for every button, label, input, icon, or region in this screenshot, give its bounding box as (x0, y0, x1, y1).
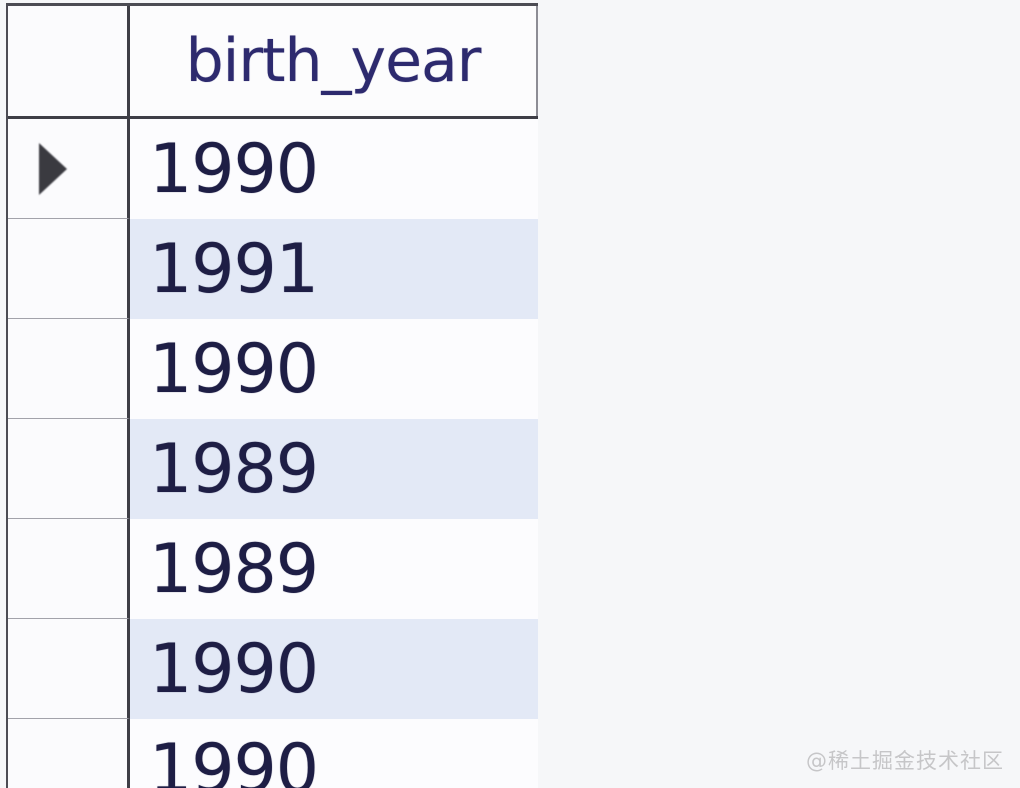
row-selector-cell[interactable] (8, 619, 130, 719)
table-row: 1990 (8, 319, 538, 419)
select-all-corner-cell[interactable] (8, 6, 130, 116)
table-row: 1990 (8, 619, 538, 719)
cell-birth-year[interactable]: 1990 (130, 319, 538, 419)
current-row-indicator-icon (37, 141, 69, 197)
cell-birth-year[interactable]: 1989 (130, 519, 538, 619)
data-grid: birth_year 1990 1991 (6, 3, 538, 788)
cell-value: 1990 (149, 729, 319, 788)
grid-header-row: birth_year (8, 6, 538, 119)
cell-value: 1989 (149, 429, 319, 509)
cell-birth-year[interactable]: 1991 (130, 219, 538, 319)
table-row: 1990 (8, 119, 538, 219)
cell-birth-year[interactable]: 1990 (130, 619, 538, 719)
table-row: 1990 (8, 719, 538, 788)
row-selector-cell[interactable] (8, 519, 130, 619)
cell-value: 1990 (149, 329, 319, 409)
watermark: @稀土掘金技术社区 (806, 749, 1004, 773)
cell-birth-year[interactable]: 1990 (130, 719, 538, 788)
table-row: 1991 (8, 219, 538, 319)
table-row: 1989 (8, 519, 538, 619)
table-row: 1989 (8, 419, 538, 519)
column-header-birth-year[interactable]: birth_year (130, 6, 538, 116)
row-selector-cell[interactable] (8, 219, 130, 319)
cell-value: 1989 (149, 529, 319, 609)
row-selector-cell[interactable] (8, 719, 130, 788)
cell-value: 1990 (149, 129, 319, 209)
cell-birth-year[interactable]: 1989 (130, 419, 538, 519)
cell-value: 1991 (149, 229, 319, 309)
row-selector-cell[interactable] (8, 419, 130, 519)
column-header-label: birth_year (185, 26, 482, 96)
row-selector-cell[interactable] (8, 119, 130, 219)
cell-birth-year[interactable]: 1990 (130, 119, 538, 219)
cell-value: 1990 (149, 629, 319, 709)
row-selector-cell[interactable] (8, 319, 130, 419)
